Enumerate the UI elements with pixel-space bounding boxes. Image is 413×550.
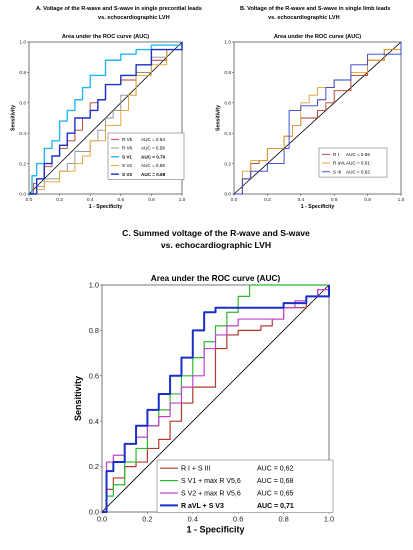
y-tick-label: 0.6: [89, 371, 99, 380]
y-tick-label: 0.6: [19, 100, 26, 106]
legend-auc: AUC = 0.56: [346, 152, 370, 157]
y-axis-label: Sensitivity: [73, 376, 83, 421]
roc-curve-a-3: [29, 42, 183, 195]
y-tick-label: 1.0: [89, 281, 99, 290]
legend-label: R V6: [122, 146, 133, 151]
x-tick-label: 0.2: [56, 197, 63, 203]
x-tick-label: 0.0: [26, 197, 33, 203]
y-axis-label: Sensitivity: [11, 105, 17, 131]
x-tick-label: 0.6: [117, 197, 124, 203]
y-tick-label: 1.0: [19, 40, 26, 46]
y-tick-label: 0.8: [19, 70, 26, 76]
legend-label: R aVL: [333, 161, 346, 166]
legend-auc: AUC = 0.61: [346, 161, 370, 166]
legend-label: S V2: [122, 163, 132, 168]
legend-auc: AUC = 0.58: [141, 146, 165, 151]
x-tick-label: 0.0: [97, 514, 107, 523]
x-tick-label: 0.4: [188, 514, 198, 523]
y-tick-label: 1.0: [224, 40, 231, 46]
x-axis-label: 1 - Specificity: [89, 204, 123, 210]
panel-a-heading-line2: vs. echocardiographic LVH: [98, 15, 170, 21]
x-tick-label: 1.0: [324, 514, 334, 523]
chart-title: Area under the ROC curve (AUC): [151, 273, 281, 283]
roc-curve-b-2: [234, 42, 402, 195]
x-tick-label: 1.0: [398, 197, 405, 203]
x-tick-label: 0.2: [264, 197, 271, 203]
legend-box: [318, 147, 388, 178]
legend-auc: AUC = 0,71: [257, 503, 294, 510]
panel-b-heading-line1: B. Voltage of the R-wave and S-wave in s…: [240, 6, 390, 12]
x-tick-label: 0.4: [297, 197, 304, 203]
legend-label: S V2 + max R V5,6: [181, 490, 241, 497]
legend-label: R I: [333, 152, 339, 157]
legend-auc: AUC = 0,62: [257, 466, 293, 473]
chart-title: Area under the ROC curve (AUC): [62, 34, 149, 40]
panel-b-heading-line2: vs. echocardiographic LVH: [268, 15, 340, 21]
x-tick-label: 0.6: [331, 197, 338, 203]
panel-b-chart: 0.0 0.2 0.4 0.6 0.8 1.0 0.0 0.2 0.4 0.6 0.8 1.0 Area…: [216, 34, 405, 210]
panel-c-chart: 0.0 0.2 0.4 0.6 0.8 1.0 0.0 0.2 0.4 0.6 0.8 1.0 Area…: [73, 273, 334, 534]
legend-label: S V1: [122, 154, 132, 159]
legend-label: R I + S III: [181, 466, 210, 473]
roc-curve-a-2: [29, 42, 183, 195]
x-tick-label: 0.8: [278, 514, 288, 523]
y-tick-label: 0.4: [19, 131, 26, 137]
legend-label: R V5: [122, 137, 133, 142]
panel-a-heading-line1: A. Voltage of the R-wave and S-wave in s…: [36, 6, 202, 12]
panel-c-heading-line1: C. Summed voltage of the R-wave and S-wa…: [122, 228, 310, 238]
legend-auc: AUC = 0.70: [141, 154, 166, 159]
y-tick-label: 0.0: [224, 192, 231, 198]
x-tick-label: 0.8: [364, 197, 371, 203]
legend-auc: AUC = 0,68: [257, 478, 293, 485]
legend-box: [107, 132, 185, 180]
y-axis-label: Sensitivity: [216, 105, 222, 131]
panel-c-heading-line2: vs. echocardiographic LVH: [161, 240, 271, 250]
legend-auc: AUC = 0.68: [141, 172, 166, 177]
panel-a-chart: 0.0 0.2 0.4 0.6 0.8 1.0 0.0 0.2 0.4 0.6 0.8 1.0 Area…: [11, 34, 186, 210]
roc-curve-a-4: [29, 42, 183, 195]
legend-label: R aVL + S V3: [181, 503, 224, 510]
x-tick-label: 1.0: [179, 197, 186, 203]
y-tick-label: 0.4: [89, 417, 99, 426]
chart-title: Area under the ROC curve (AUC): [274, 34, 361, 40]
x-axis-label: 1 - Specificity: [301, 204, 335, 210]
y-tick-label: 0.0: [19, 192, 26, 198]
roc-curve-c-3: [102, 285, 330, 513]
x-tick-label: 0.8: [148, 197, 155, 203]
y-tick-label: 0.4: [224, 131, 231, 137]
x-tick-label: 0.0: [231, 197, 238, 203]
y-tick-label: 0.2: [224, 161, 231, 167]
x-axis-label: 1 - Specificity: [186, 524, 244, 534]
y-tick-label: 0.8: [224, 70, 231, 76]
legend-auc: AUC = 0.56: [141, 163, 165, 168]
y-tick-label: 0.0: [89, 508, 99, 517]
legend-label: S V1 + max R V5,6: [181, 478, 241, 485]
y-tick-label: 0.2: [19, 161, 26, 167]
y-tick-label: 0.6: [224, 100, 231, 106]
x-tick-label: 0.4: [87, 197, 94, 203]
reference-diagonal: [101, 284, 330, 513]
legend-auc: AUC = 0.62: [346, 169, 370, 174]
legend-label: S III: [333, 169, 341, 174]
legend-auc: AUC = 0.64: [141, 137, 165, 142]
legend-box: [156, 459, 334, 513]
x-tick-label: 0.2: [142, 514, 152, 523]
x-tick-label: 0.6: [233, 514, 243, 523]
y-tick-label: 0.8: [89, 326, 99, 335]
y-tick-label: 0.2: [89, 462, 99, 471]
legend-label: S V3: [122, 172, 132, 177]
legend-auc: AUC = 0,65: [257, 490, 293, 497]
